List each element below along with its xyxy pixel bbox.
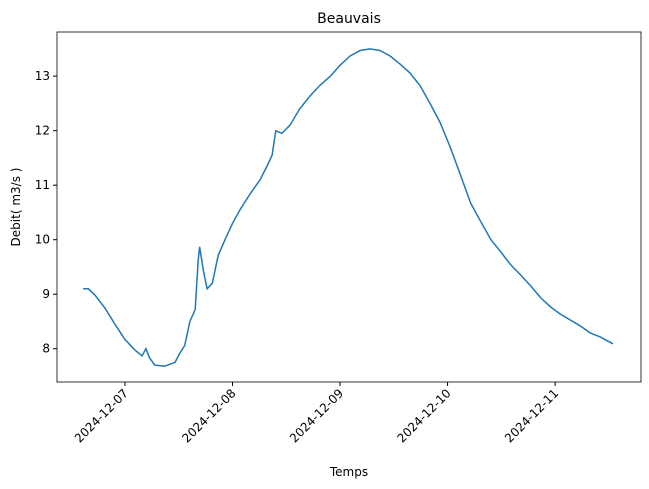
x-tick-label: 2024-12-08 — [179, 386, 238, 445]
x-axis-label: Temps — [329, 465, 368, 479]
y-tick-label: 12 — [35, 124, 50, 138]
y-tick-label: 13 — [35, 69, 50, 83]
y-axis-label: Debit( m3/s ) — [9, 168, 23, 247]
x-tick-label: 2024-12-09 — [287, 386, 346, 445]
y-tick-label: 11 — [35, 178, 50, 192]
y-tick-label: 9 — [42, 287, 50, 301]
chart-title: Beauvais — [317, 11, 381, 27]
x-tick-label: 2024-12-11 — [502, 386, 561, 445]
y-tick-label: 10 — [35, 233, 50, 247]
x-tick-label: 2024-12-07 — [72, 386, 131, 445]
data-line — [83, 48, 614, 367]
x-tick-label: 2024-12-10 — [394, 386, 453, 445]
plot-frame — [56, 31, 642, 383]
y-tick-label: 8 — [42, 342, 50, 356]
